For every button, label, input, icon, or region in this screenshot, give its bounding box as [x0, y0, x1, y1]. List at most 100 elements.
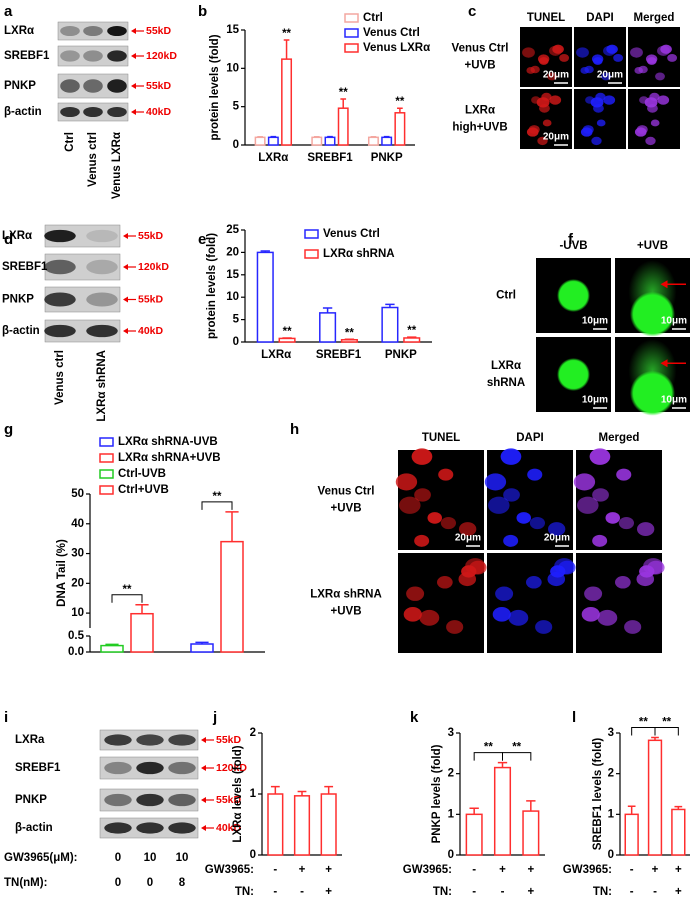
condition-value: + [299, 864, 306, 876]
y-tick-label: 15 [226, 24, 239, 36]
error-bar [313, 135, 320, 138]
nucleus [643, 558, 664, 575]
blot-band [107, 25, 127, 37]
panel-label: d [4, 231, 13, 248]
bar [394, 112, 406, 146]
condition-value: - [630, 864, 634, 876]
panel-label: i [4, 709, 8, 726]
y-tick-label: 2 [250, 727, 256, 739]
blot-band [136, 793, 164, 807]
legend-swatch [344, 43, 359, 53]
nucleus [603, 45, 616, 56]
condition-label: TN: [593, 886, 612, 898]
size-arrow-head [123, 328, 128, 334]
condition-value: - [273, 886, 277, 898]
x-tick-label: PNKP [371, 152, 403, 164]
nucleus [647, 104, 658, 113]
legend-swatch [344, 13, 359, 23]
nucleus [581, 607, 600, 622]
bar [324, 136, 336, 146]
size-label: 40kD [216, 822, 242, 834]
nucleus [419, 609, 440, 626]
nucleus [559, 53, 570, 62]
nucleus [516, 512, 531, 524]
nucleus [582, 125, 594, 134]
column-header: -UVB [559, 240, 587, 252]
nucleus [597, 609, 618, 626]
error-bar [322, 307, 333, 313]
error-bar [105, 643, 119, 646]
nucleus [593, 104, 604, 113]
bar [465, 813, 483, 856]
blot-band [83, 25, 103, 37]
bracket [631, 726, 656, 736]
treatment-label: GW3965(μM): [4, 852, 78, 864]
row-label: LXRα [491, 360, 521, 372]
error-bar [383, 135, 390, 138]
y-tick-label: 30 [71, 548, 84, 560]
nucleus [636, 572, 655, 587]
blot-band [104, 734, 132, 746]
bar [493, 766, 512, 856]
error-bar [195, 641, 209, 644]
nucleus [537, 54, 550, 64]
treatment-value: 10 [176, 852, 189, 864]
condition-value: - [472, 886, 476, 898]
lane-label: Venus ctrl [54, 350, 66, 405]
legend-swatch [99, 453, 114, 463]
blot-band [83, 106, 103, 118]
bar [256, 251, 274, 343]
y-tick-label: 40 [71, 518, 84, 530]
y-tick-label: 3 [608, 727, 614, 739]
y-tick-label: 50 [71, 488, 84, 500]
blot-band [86, 229, 118, 243]
nucleus [500, 448, 522, 465]
blot-strip [57, 21, 129, 41]
y-tick-label: 5 [233, 101, 240, 113]
nucleus [636, 125, 648, 134]
nucleus [592, 534, 608, 547]
error-bar [324, 785, 334, 794]
column-header: DAPI [516, 432, 543, 444]
treatment-value: 0 [115, 877, 121, 889]
bracket [473, 752, 503, 761]
significance: ** [407, 325, 416, 337]
significance: ** [339, 87, 348, 99]
y-tick-label: 20 [226, 246, 239, 258]
nucleus [539, 104, 550, 113]
blot-band [136, 734, 164, 746]
nucleus [645, 136, 656, 146]
bar [671, 808, 686, 856]
treatment-value: 0 [115, 852, 121, 864]
blot-row-label: SREBF1 [4, 50, 50, 62]
comet-head [557, 279, 590, 312]
nucleus [525, 576, 542, 589]
y-tick-label: 0.0 [68, 646, 84, 658]
pointer-head [660, 280, 668, 289]
nucleus [537, 136, 548, 146]
row-label: LXRα shRNA [310, 589, 382, 601]
blot-row-label: LXRα [4, 25, 34, 37]
y-axis-label: LXRα levels (fold) [232, 745, 244, 842]
y-tick-label: 5 [233, 314, 240, 326]
significance: ** [283, 326, 292, 338]
error-bar [297, 790, 307, 796]
blot-band [60, 50, 80, 62]
blot-band [83, 50, 103, 62]
nucleus [649, 92, 660, 102]
y-tick-label: 0 [233, 336, 239, 348]
blot-band [107, 79, 127, 93]
nucleus [577, 496, 599, 514]
nucleus [595, 92, 606, 102]
error-bar [270, 785, 280, 794]
x-tick-label: SREBF1 [316, 349, 362, 361]
scale-label: 10μm [661, 316, 687, 327]
panel-label: c [468, 3, 476, 20]
size-arrow-head [131, 28, 136, 34]
blot-band [60, 106, 80, 118]
condition-value: + [325, 864, 332, 876]
nucleus [542, 119, 552, 127]
scale-label: 20μm [543, 70, 569, 81]
y-tick-label: 1 [250, 788, 257, 800]
